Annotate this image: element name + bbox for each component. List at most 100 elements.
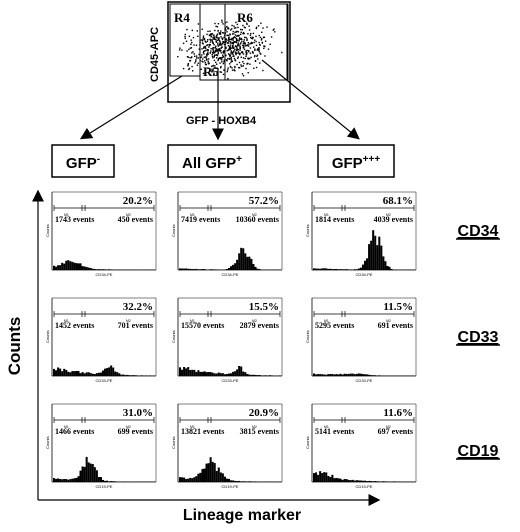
scatter-dot bbox=[216, 63, 218, 65]
histogram-bar bbox=[219, 373, 222, 376]
histogram-bar bbox=[313, 268, 316, 270]
scatter-dot bbox=[189, 60, 191, 62]
scatter-dot bbox=[241, 38, 243, 41]
scatter-dot bbox=[220, 36, 222, 38]
histogram-bar bbox=[205, 463, 208, 482]
events-left: 5141 events bbox=[315, 427, 354, 436]
scatter-dot bbox=[218, 32, 220, 34]
scatter-dot bbox=[259, 36, 262, 39]
percent-label: 20.2% bbox=[123, 195, 153, 207]
scatter-dot bbox=[213, 51, 215, 53]
histogram-bar bbox=[67, 260, 70, 270]
histogram-bar bbox=[215, 470, 218, 482]
histogram-bar bbox=[126, 481, 129, 482]
histogram-bar bbox=[343, 269, 346, 270]
histogram-bar bbox=[390, 375, 393, 376]
scatter-dot bbox=[179, 47, 181, 49]
histogram-bar bbox=[321, 374, 324, 376]
histogram-bar bbox=[209, 269, 212, 270]
scatter-dot bbox=[219, 42, 221, 45]
scatter-dot bbox=[215, 25, 217, 28]
scatter-dot bbox=[216, 35, 218, 37]
scatter-dot bbox=[230, 50, 232, 52]
scatter-dot bbox=[221, 59, 223, 61]
scatter-dot bbox=[208, 62, 210, 64]
percent-label: 68.1% bbox=[383, 195, 413, 207]
scatter-dot bbox=[209, 30, 211, 32]
scatter-dot bbox=[245, 55, 247, 57]
scatter-dot bbox=[254, 48, 256, 50]
scatter-dot bbox=[262, 27, 264, 29]
histogram-bar bbox=[333, 478, 336, 482]
scatter-dot bbox=[242, 75, 245, 77]
scatter-dot bbox=[227, 44, 230, 47]
scatter-dot bbox=[206, 53, 208, 55]
histogram-bar bbox=[91, 268, 94, 270]
histogram-bar bbox=[333, 269, 336, 270]
scatter-dot bbox=[218, 50, 220, 52]
scatter-dot bbox=[260, 53, 262, 55]
scatter-dot bbox=[184, 37, 186, 40]
events-right: 3815 events bbox=[240, 427, 279, 436]
histogram-bar bbox=[201, 469, 204, 482]
scatter-dot bbox=[236, 47, 238, 49]
scatter-dot bbox=[222, 73, 225, 76]
scatter-dot bbox=[253, 46, 255, 48]
histogram-bar bbox=[138, 269, 141, 270]
scatter-dot bbox=[234, 59, 236, 61]
histogram-panel: Counts M1 M2 20.9% 13821 events 3815 events CD… bbox=[171, 403, 283, 489]
histogram-bar bbox=[150, 481, 153, 482]
events-left: 1743 events bbox=[55, 215, 94, 224]
histogram-bar bbox=[195, 371, 198, 376]
histogram-bar bbox=[128, 375, 131, 376]
scatter-dot bbox=[219, 62, 221, 64]
histogram-bars bbox=[313, 230, 415, 270]
scatter-dot bbox=[202, 43, 204, 45]
histogram-bar bbox=[221, 473, 224, 482]
scatter-dot bbox=[239, 52, 241, 55]
scatter-dot bbox=[203, 37, 206, 40]
scatter-dot bbox=[243, 36, 246, 39]
scatter-dot bbox=[222, 37, 224, 39]
group-label-superscript: +++ bbox=[363, 154, 381, 165]
scatter-dot bbox=[220, 49, 222, 52]
scatter-dot bbox=[242, 47, 245, 49]
histogram-bar bbox=[317, 474, 320, 482]
histogram-bar bbox=[223, 476, 226, 482]
scatter-dot bbox=[261, 38, 263, 40]
histogram-bar bbox=[372, 230, 375, 270]
events-right: 4039 events bbox=[374, 215, 413, 224]
scatter-dot bbox=[221, 43, 224, 45]
histogram-bar bbox=[236, 481, 239, 482]
scatter-dot bbox=[249, 63, 251, 65]
histogram-bar bbox=[258, 375, 261, 376]
histogram-bar bbox=[114, 481, 117, 482]
scatter-dot bbox=[239, 47, 241, 50]
scatter-dot bbox=[230, 56, 232, 59]
scatter-dot bbox=[232, 39, 234, 41]
histogram-bar bbox=[189, 477, 192, 482]
marker-label-cd19: CD19 bbox=[458, 443, 499, 460]
scatter-dot bbox=[242, 57, 245, 59]
histogram-bar bbox=[406, 375, 409, 376]
scatter-dot bbox=[214, 46, 217, 49]
scatter-dot bbox=[220, 47, 222, 49]
scatter-dot bbox=[243, 48, 246, 50]
histogram-bar bbox=[61, 371, 64, 376]
histogram-bar bbox=[61, 479, 64, 482]
scatter-dot bbox=[233, 50, 235, 52]
scatter-dot bbox=[206, 55, 208, 57]
histogram-bar bbox=[374, 481, 377, 482]
scatter-dot bbox=[244, 43, 246, 45]
scatter-dot bbox=[196, 30, 198, 32]
histogram-panel: Counts M1 M2 11.6% 5141 events 697 events CD19… bbox=[305, 403, 417, 489]
events-right: 691 events bbox=[378, 321, 413, 330]
scatter-dot bbox=[233, 36, 235, 39]
panel-counts-label: Counts bbox=[171, 330, 176, 343]
scatter-dot bbox=[214, 38, 216, 40]
histogram-bar bbox=[93, 374, 96, 376]
histogram-bar bbox=[191, 478, 194, 482]
panel-x-label: CD34-PE bbox=[356, 272, 373, 277]
scatter-dot bbox=[230, 61, 232, 63]
histogram-bar bbox=[376, 481, 379, 482]
